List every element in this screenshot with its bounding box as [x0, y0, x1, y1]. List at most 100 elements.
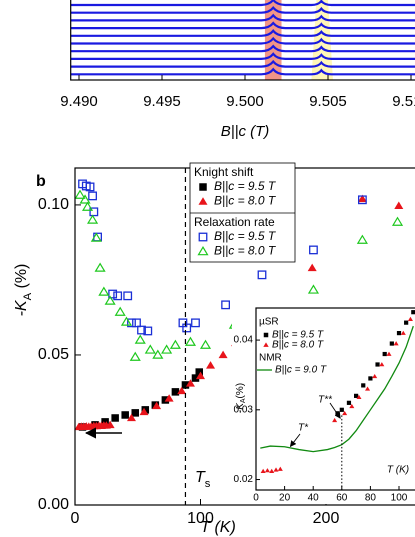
legend-label: B||c = 8.0 T	[214, 244, 277, 258]
label-sub: A	[22, 292, 34, 300]
marker	[386, 351, 392, 356]
marker	[101, 418, 109, 426]
label-sub: A	[240, 398, 247, 403]
marker	[221, 300, 231, 310]
marker	[199, 183, 207, 191]
ts-annotation: Ts	[195, 469, 211, 490]
spectrum	[70, 21, 415, 30]
marker	[113, 291, 123, 301]
legend-header: Knight shift	[194, 165, 254, 179]
x-tick-label: 200	[313, 510, 340, 527]
marker	[111, 414, 119, 422]
y-tick-label: 0.05	[38, 346, 69, 363]
legend-label: B||c = 9.0 T	[275, 365, 327, 376]
y-tick-label: 0.10	[38, 196, 69, 213]
x-axis-label: T (K)	[387, 465, 409, 476]
marker	[120, 316, 133, 326]
marker	[191, 374, 200, 382]
data-line	[260, 325, 414, 453]
label-main: -K	[235, 402, 246, 413]
marker	[129, 351, 141, 361]
marker	[354, 393, 359, 398]
axis-label: -KA (%)	[13, 264, 34, 317]
marker	[357, 195, 367, 205]
x-tick-label: 40	[308, 493, 320, 504]
marker	[269, 468, 275, 473]
x-tick-label: 9.510	[392, 93, 415, 110]
marker	[394, 201, 404, 210]
marker	[137, 325, 146, 335]
marker	[346, 400, 352, 405]
panel-label: b	[36, 173, 46, 190]
marker	[382, 351, 387, 357]
marker	[361, 383, 366, 388]
marker	[357, 194, 367, 203]
axis-label: -KA(%)	[235, 383, 248, 413]
label-unit: (%)	[13, 264, 30, 293]
y-tick-label: 0.03	[234, 404, 254, 415]
marker	[164, 394, 174, 402]
marker	[144, 344, 156, 354]
marker	[197, 246, 209, 256]
marker	[152, 349, 164, 359]
legend-label: B||c = 8.0 T	[272, 340, 324, 351]
x-tick-label: 0	[253, 493, 259, 504]
x-tick-label: 80	[365, 493, 377, 504]
arrow	[329, 402, 341, 419]
marker	[126, 413, 136, 422]
marker	[114, 306, 126, 316]
t-star: T*	[298, 423, 309, 434]
y-tick-label: 0.04	[234, 335, 254, 346]
marker	[143, 326, 153, 336]
marker	[400, 330, 406, 335]
marker	[260, 468, 266, 473]
marker	[79, 194, 91, 204]
y-tick-label: 0.00	[38, 496, 69, 513]
legend-label: B||c = 9.5 T	[214, 179, 277, 193]
marker	[94, 262, 106, 272]
x-axis-label: T (K)	[200, 519, 236, 536]
marker	[90, 232, 102, 242]
marker	[307, 284, 320, 294]
marker	[404, 320, 409, 325]
marker	[263, 332, 269, 338]
x-tick-label: 9.495	[143, 93, 181, 110]
marker	[169, 339, 181, 349]
spectrum	[70, 59, 415, 68]
arrow	[289, 433, 301, 448]
marker	[184, 336, 197, 346]
marker	[196, 371, 205, 380]
x-tick-label: 9.490	[60, 93, 98, 110]
marker	[257, 270, 267, 280]
marker	[89, 207, 99, 217]
marker	[195, 368, 203, 376]
x-tick-label: 100	[391, 493, 408, 504]
marker	[108, 289, 118, 299]
legend-header: Relaxation rate	[194, 215, 275, 229]
axes-frame	[255, 307, 415, 491]
nmr-label: NMR	[259, 353, 282, 364]
label-unit: (%)	[235, 383, 246, 399]
marker	[389, 341, 394, 346]
marker	[198, 232, 208, 242]
marker	[199, 339, 212, 349]
marker	[375, 362, 380, 367]
marker	[407, 316, 413, 321]
marker	[206, 361, 216, 369]
x-tick-label: 9.500	[226, 93, 264, 110]
marker	[372, 373, 378, 379]
x-tick-label: 0	[71, 510, 80, 527]
marker	[105, 420, 115, 429]
marker	[368, 376, 373, 381]
marker	[342, 410, 348, 416]
legend-label: B||c = 9.5 T	[272, 330, 324, 341]
marker	[98, 286, 110, 296]
marker	[379, 362, 385, 367]
marker	[131, 409, 139, 417]
marker	[88, 191, 97, 201]
marker	[309, 245, 318, 255]
marker	[411, 310, 415, 315]
plot	[260, 310, 415, 473]
